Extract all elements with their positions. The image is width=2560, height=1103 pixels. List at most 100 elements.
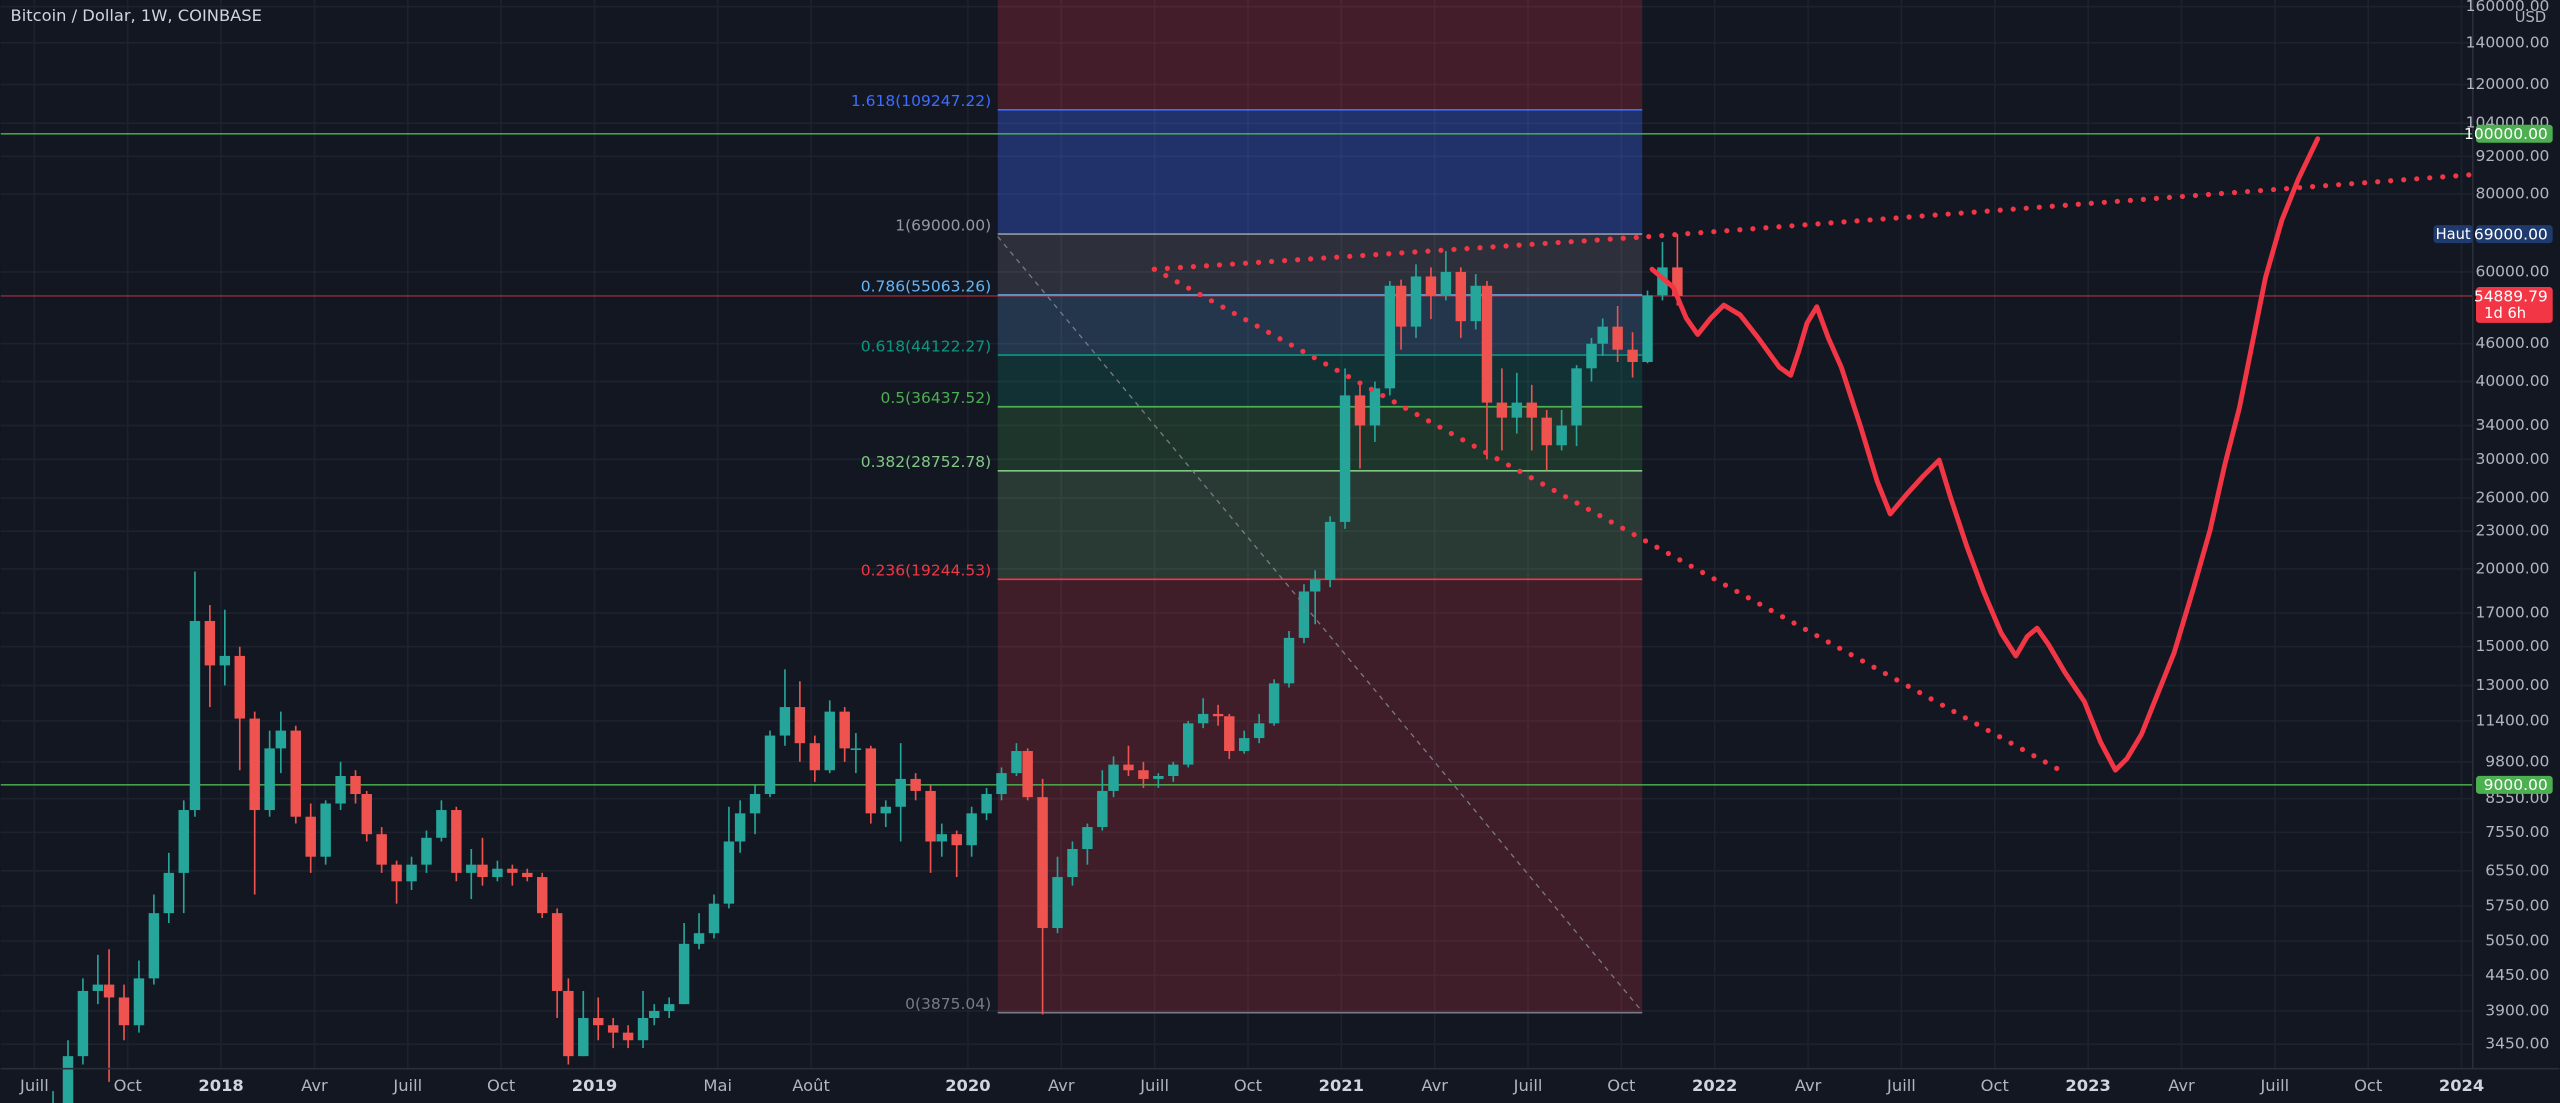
candle-body: [1224, 716, 1235, 752]
freehand-projection: [1649, 136, 2321, 773]
candle-body: [1511, 402, 1523, 418]
candle-body: [264, 748, 275, 811]
candle-body: [1138, 770, 1149, 779]
candle-body: [578, 1018, 589, 1057]
candle-body: [522, 872, 533, 878]
fib-zone: [997, 295, 1643, 356]
candle-body: [865, 748, 877, 814]
candle-body: [649, 1010, 660, 1019]
candle-body: [936, 834, 947, 842]
x-tick-label: Oct: [1234, 1076, 1262, 1095]
candle-body: [850, 748, 862, 751]
x-tick-label: 2022: [1692, 1076, 1737, 1095]
fib-level-label: 0(3875.04): [905, 995, 991, 1013]
candle-body: [563, 990, 574, 1057]
candle-body: [1324, 521, 1336, 580]
currency-label: USD: [2515, 9, 2546, 26]
candle-body: [1022, 751, 1033, 798]
candle-body: [1153, 775, 1164, 779]
candle-body: [178, 810, 189, 873]
candle-body: [764, 735, 776, 795]
candle-body: [593, 1018, 604, 1026]
candle-body: [749, 794, 761, 814]
candle-body: [1470, 285, 1481, 322]
candle-body: [62, 1056, 74, 1103]
candle-body: [723, 841, 735, 904]
y-tick-label: 120000.00: [2466, 75, 2550, 93]
y-tick-label: 11400.00: [2475, 711, 2549, 729]
candle-body: [925, 790, 936, 842]
x-tick-label: Oct: [2354, 1076, 2382, 1095]
y-tick-label: 5750.00: [2485, 897, 2549, 915]
candle-body: [133, 978, 145, 1026]
candle-body: [880, 806, 891, 814]
candle-body: [320, 803, 331, 857]
fib-level-label: 0.618(44122.27): [861, 337, 991, 355]
price-tag: [2476, 124, 2553, 143]
candle-body: [290, 730, 302, 817]
price-tag: [2476, 286, 2553, 323]
high-tag-label: Haut: [2436, 226, 2471, 243]
fib-level-label: 1(69000.00): [895, 216, 991, 234]
candle-body: [1037, 797, 1048, 929]
candle-body: [492, 868, 503, 878]
x-tick-label: 2020: [945, 1076, 990, 1095]
y-tick-label: 160000.00: [2466, 0, 2550, 15]
candle-body: [996, 773, 1007, 795]
price-tag-label: 69000.00: [2474, 225, 2548, 243]
candle-body: [734, 813, 746, 842]
candle-body: [249, 718, 260, 811]
y-tick-label: 15000.00: [2475, 637, 2549, 655]
candle-body: [436, 810, 447, 838]
y-tick-label: 5050.00: [2485, 932, 2549, 950]
candle-body: [103, 984, 115, 998]
price-tag: [2476, 225, 2553, 244]
y-tick-label: 23000.00: [2475, 522, 2549, 540]
candle-body: [1283, 637, 1295, 684]
x-tick-label: 2024: [2439, 1076, 2484, 1095]
candle-body: [507, 868, 518, 873]
candle-body: [981, 794, 992, 814]
candle-body: [1455, 271, 1467, 322]
y-tick-label: 60000.00: [2475, 262, 2549, 280]
candle-body: [779, 707, 791, 736]
dotted-line: [1151, 266, 2063, 773]
candle-body: [1197, 713, 1209, 724]
y-tick-label: 40000.00: [2475, 372, 2549, 390]
y-tick-label: 3450.00: [2485, 1035, 2549, 1053]
y-tick-label: 7550.00: [2485, 823, 2549, 841]
candle-body: [118, 997, 130, 1026]
y-tick-label: 9800.00: [2485, 752, 2549, 770]
dotted-line: [1151, 233, 1652, 272]
y-tick-label: 92000.00: [2475, 147, 2549, 165]
candle-body: [305, 816, 316, 857]
price-tag: [2476, 775, 2553, 794]
candle-body: [1612, 326, 1623, 350]
trend-line: [997, 236, 1643, 1013]
candle-body: [794, 707, 806, 744]
candle-body: [551, 913, 563, 991]
x-tick-label: Avr: [301, 1076, 328, 1095]
candle-body: [1212, 713, 1224, 717]
fib-level-label: 0.786(55063.26): [861, 277, 991, 295]
candle-body: [1239, 738, 1250, 752]
fib-zone: [997, 470, 1643, 580]
x-tick-label: 2018: [198, 1076, 243, 1095]
fib-level-label: 0.236(19244.53): [861, 562, 991, 580]
grid: [0, 0, 2473, 1069]
candle-body: [1011, 751, 1022, 774]
candle-body: [219, 655, 231, 666]
y-tick-label: 140000.00: [2466, 33, 2550, 51]
candle-body: [663, 1004, 675, 1011]
y-tick-label: 80000.00: [2475, 185, 2549, 203]
candle-body: [77, 990, 89, 1057]
candle-body: [1123, 764, 1134, 771]
candle-body: [1481, 285, 1493, 403]
candle-body: [361, 794, 372, 835]
candle-body: [92, 984, 104, 991]
candle-body: [391, 864, 402, 882]
candle-body: [1571, 368, 1582, 426]
candle-body: [1097, 790, 1108, 828]
